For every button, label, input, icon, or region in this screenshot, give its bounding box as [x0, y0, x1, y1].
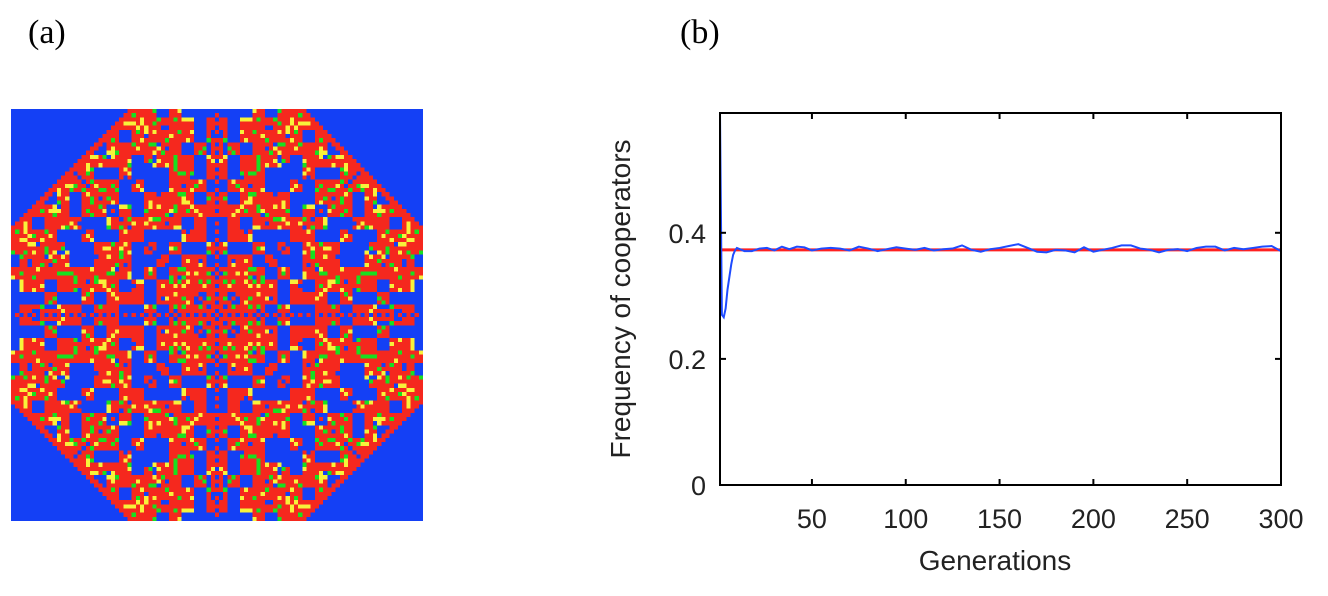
x-tick-label: 250 — [1165, 504, 1210, 534]
x-tick-label: 150 — [977, 504, 1022, 534]
x-tick-label: 100 — [883, 504, 928, 534]
y-tick-label: 0.4 — [668, 219, 706, 249]
x-tick-label: 200 — [1071, 504, 1116, 534]
x-axis-title: Generations — [919, 545, 1072, 576]
panel-a-label: (a) — [28, 14, 66, 51]
y-tick-label: 0.2 — [668, 345, 706, 375]
cooperator-frequency-line — [719, 112, 1282, 320]
y-axis-title: Frequency of cooperators — [605, 139, 636, 458]
plot-frame — [719, 112, 1282, 486]
x-tick-label: 50 — [797, 504, 827, 534]
panel-b-label: (b) — [680, 14, 720, 51]
cooperation-lattice-pattern — [11, 109, 423, 521]
y-tick-label: 0 — [691, 471, 706, 501]
x-tick-label: 300 — [1258, 504, 1303, 534]
